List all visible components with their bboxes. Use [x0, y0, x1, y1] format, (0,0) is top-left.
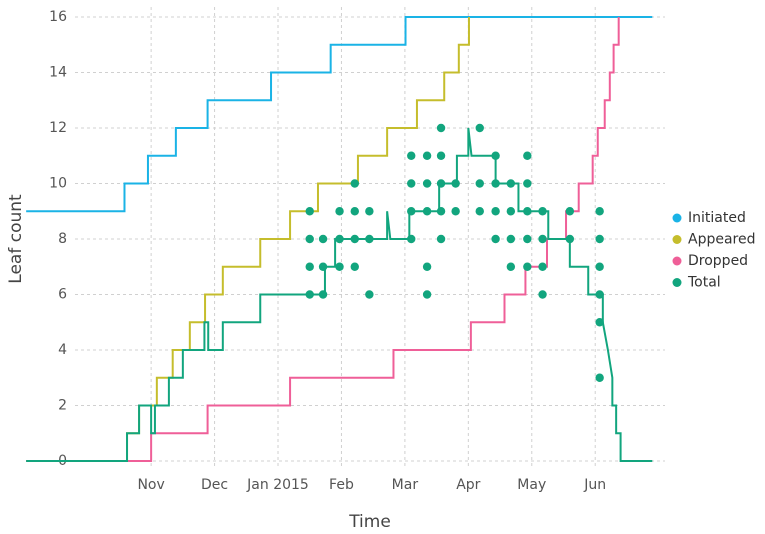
data-point: [335, 234, 344, 244]
x-tick-label: Nov: [137, 477, 164, 493]
data-point: [422, 151, 432, 160]
data-point: [475, 123, 484, 133]
legend-label: Dropped: [688, 253, 748, 269]
data-point: [436, 151, 446, 160]
data-point: [523, 179, 532, 188]
data-point: [595, 262, 604, 271]
data-point: [318, 234, 328, 244]
data-point: [451, 179, 460, 188]
data-point: [350, 179, 359, 188]
data-point: [595, 318, 604, 327]
data-point: [407, 207, 416, 216]
data-point: [350, 234, 359, 244]
data-point: [506, 262, 516, 271]
x-tick-label: Dec: [201, 477, 228, 493]
legend-marker: [672, 278, 682, 287]
data-point: [538, 207, 547, 216]
y-tick-label: 8: [58, 231, 67, 247]
data-point: [595, 290, 604, 299]
data-point: [523, 151, 532, 160]
y-tick-label: 10: [49, 176, 67, 192]
x-axis-title: Time: [348, 512, 391, 532]
data-point: [335, 262, 344, 271]
legend-marker: [672, 256, 682, 266]
data-point: [407, 179, 416, 188]
data-point: [565, 207, 575, 216]
data-point: [407, 151, 416, 160]
data-point: [422, 207, 432, 216]
data-point: [475, 207, 484, 216]
data-point: [538, 262, 547, 271]
data-point: [436, 179, 446, 188]
data-point: [305, 234, 314, 244]
data-point: [538, 290, 547, 299]
data-point: [506, 234, 516, 244]
x-tick-label: Feb: [329, 477, 354, 493]
series-line: [26, 16, 653, 213]
data-point: [595, 373, 604, 382]
data-point: [451, 207, 460, 216]
data-point: [318, 290, 328, 299]
data-point: [565, 234, 575, 244]
data-point: [523, 207, 532, 216]
series-line: [26, 17, 620, 462]
legend-marker: [672, 213, 682, 223]
data-point: [538, 234, 547, 244]
data-point: [305, 262, 314, 271]
data-point: [595, 207, 604, 216]
data-point: [365, 234, 374, 244]
y-axis-title: Leaf count: [6, 194, 26, 284]
x-tick-label: Jan 2015: [246, 477, 309, 493]
y-tick-label: 14: [49, 65, 67, 81]
data-point: [335, 207, 344, 216]
data-point: [491, 179, 500, 188]
data-point: [407, 234, 416, 244]
data-point: [595, 234, 604, 244]
data-point: [422, 290, 432, 299]
data-point: [350, 262, 359, 271]
x-tick-label: Apr: [456, 477, 480, 493]
y-tick-label: 16: [49, 9, 67, 25]
data-point: [365, 207, 374, 216]
legend-label: Total: [687, 275, 721, 291]
y-tick-label: 2: [58, 398, 67, 414]
plot: [26, 16, 653, 462]
data-point: [436, 123, 446, 133]
data-point: [422, 262, 432, 271]
data-point: [305, 207, 314, 216]
x-tick-label: May: [517, 477, 546, 493]
series-line: [26, 127, 653, 462]
x-tick-label: Mar: [392, 477, 419, 493]
data-point: [365, 290, 374, 299]
y-tick-label: 4: [58, 342, 67, 358]
x-tick-label: Jun: [583, 477, 606, 493]
series-line: [26, 17, 470, 462]
legend: Initiated Appeared Dropped Total: [672, 210, 756, 291]
data-point: [523, 234, 532, 244]
legend-marker: [672, 235, 682, 244]
data-point: [491, 151, 500, 160]
y-tick-label: 6: [58, 287, 67, 303]
data-point: [305, 290, 314, 299]
data-point: [491, 234, 500, 244]
data-point: [491, 207, 500, 216]
y-tick-label: 12: [49, 120, 67, 136]
legend-label: Appeared: [688, 232, 756, 248]
legend-label: Initiated: [688, 210, 746, 226]
data-point: [436, 234, 446, 244]
data-point: [523, 262, 532, 271]
data-point: [350, 207, 359, 216]
data-point: [506, 207, 516, 216]
data-point: [318, 262, 328, 271]
data-point: [436, 207, 446, 216]
data-point: [475, 179, 484, 188]
data-point: [422, 179, 432, 188]
data-point: [506, 179, 516, 188]
